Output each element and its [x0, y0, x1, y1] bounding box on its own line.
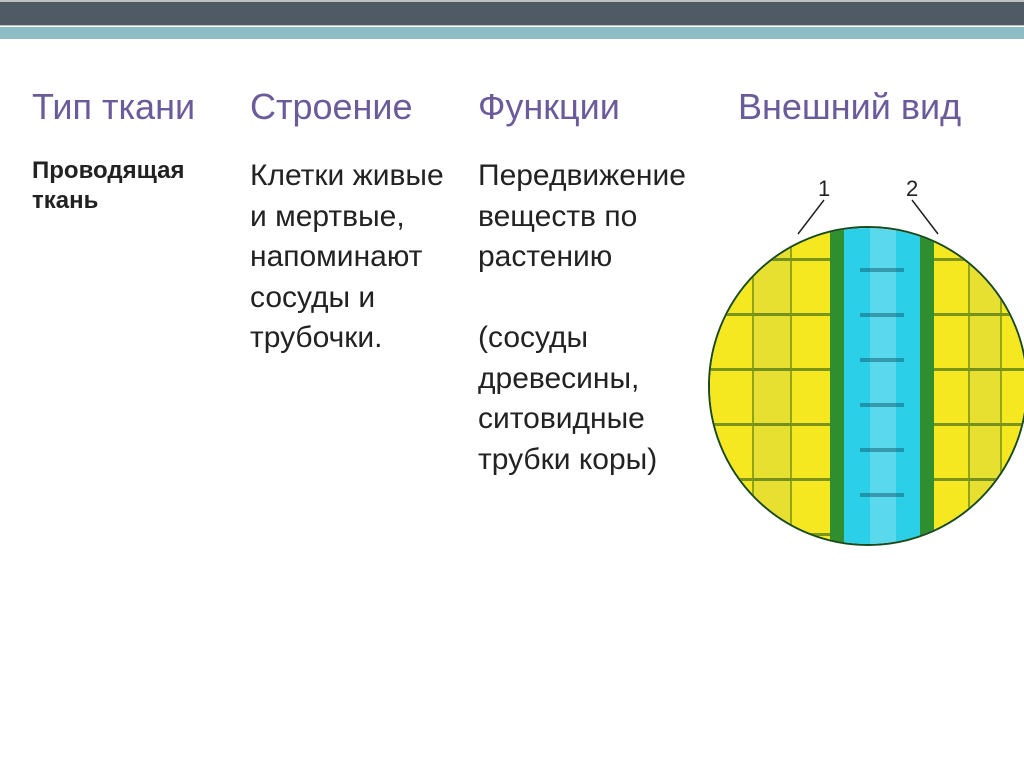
- cell-wall: [934, 368, 1024, 371]
- header-function: Функции: [478, 86, 738, 128]
- cell-wall-vertical: [968, 228, 970, 546]
- tissue-band: [968, 228, 1000, 544]
- cell-wall: [934, 258, 1024, 261]
- slide-topbar: [0, 0, 1024, 26]
- cell-wall: [710, 313, 830, 316]
- header-structure: Строение: [250, 86, 478, 128]
- appearance-cell: 1 2: [738, 156, 992, 556]
- cell-wall-vertical: [1000, 228, 1002, 546]
- cell-wall: [710, 423, 830, 426]
- structure-text: Клетки живые и мертвые, напоминают сосуд…: [250, 156, 478, 359]
- cell-wall-vertical: [752, 228, 754, 546]
- header-tissue-type: Тип ткани: [32, 86, 250, 128]
- sieve-plate: [860, 403, 904, 407]
- tissue-diagram: 1 2: [698, 176, 1024, 536]
- microscope-view: [708, 226, 1024, 546]
- slide-accent-stripe: [0, 27, 1024, 39]
- cell-wall: [710, 368, 830, 371]
- sieve-plate: [860, 358, 904, 362]
- tissue-band: [752, 228, 790, 544]
- sieve-plate: [860, 493, 904, 497]
- function-line2: (сосуды древесины, ситовидные трубки кор…: [478, 321, 657, 476]
- cell-wall: [934, 533, 1024, 536]
- cell-wall: [710, 478, 830, 481]
- sieve-plate: [860, 448, 904, 452]
- tissue-band: [790, 228, 830, 544]
- tissue-name: Проводящая ткань: [32, 156, 250, 216]
- cell-wall: [710, 533, 830, 536]
- table-row: Проводящая ткань Клетки живые и мертвые,…: [32, 156, 992, 556]
- cell-wall: [934, 313, 1024, 316]
- tissue-band: [1000, 228, 1024, 544]
- tissue-band: [934, 228, 968, 544]
- table-header-row: Тип ткани Строение Функции Внешний вид: [32, 86, 992, 128]
- sieve-plate: [860, 268, 904, 272]
- tissue-band: [920, 228, 934, 544]
- header-appearance: Внешний вид: [738, 86, 992, 128]
- tissue-band: [830, 228, 844, 544]
- sieve-plate: [860, 313, 904, 317]
- slide-content: Тип ткани Строение Функции Внешний вид П…: [0, 26, 1024, 556]
- cell-wall: [934, 478, 1024, 481]
- cell-wall-vertical: [790, 228, 792, 546]
- cell-wall: [710, 258, 830, 261]
- function-line1: Передвижение веществ по растению: [478, 159, 686, 273]
- tissue-band: [710, 228, 752, 544]
- cell-wall: [934, 423, 1024, 426]
